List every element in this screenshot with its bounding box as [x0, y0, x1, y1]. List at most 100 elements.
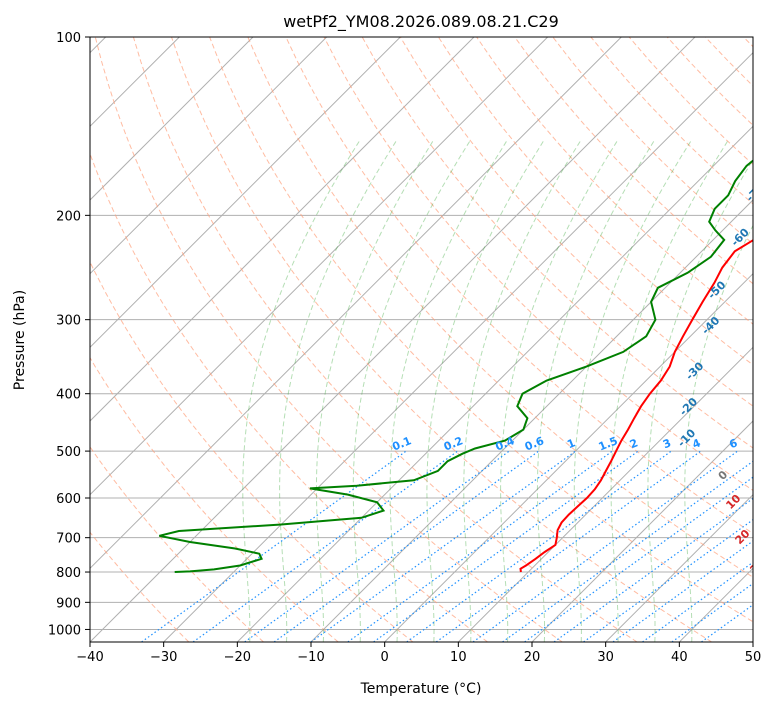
isotherm-label: -40 — [699, 314, 722, 337]
moist-adiabat — [684, 224, 753, 642]
y-tick-label: 1000 — [48, 623, 81, 638]
isotherm-line — [236, 125, 753, 642]
dry-adiabat — [209, 37, 753, 623]
isotherm-label: -20 — [677, 395, 700, 418]
isotherm-line — [752, 641, 753, 642]
dry-adiabat — [743, 37, 753, 48]
moist-adiabat — [352, 141, 471, 642]
dry-adiabat — [476, 37, 753, 325]
x-tick-label: 0 — [381, 650, 389, 665]
y-tick-label: 900 — [56, 596, 81, 611]
temperature-profile — [519, 239, 753, 573]
x-tick-label: 20 — [524, 650, 541, 665]
x-tick-label: −10 — [297, 650, 324, 665]
isotherm-label: -50 — [705, 278, 728, 301]
y-tick-label: 400 — [56, 388, 81, 403]
y-tick-label: 300 — [56, 314, 81, 329]
warm-isotherm-label: 10 — [723, 492, 743, 512]
isotherm-line — [90, 37, 401, 349]
dry-adiabat — [361, 37, 753, 449]
y-tick-label: 500 — [56, 445, 81, 460]
dry-adiabat — [437, 37, 753, 366]
dry-adiabat — [285, 37, 753, 535]
moist-adiabat — [315, 141, 434, 642]
moist-adiabat — [242, 141, 360, 642]
x-tick-label: −40 — [76, 650, 103, 665]
background-lines — [90, 37, 753, 642]
y-axis-label: Pressure (hPa) — [12, 290, 28, 390]
dry-adiabat — [514, 37, 753, 285]
moist-adiabat — [610, 141, 728, 642]
mixing-ratio-label: 3 — [661, 436, 673, 451]
isotherm-line — [163, 51, 753, 642]
dry-adiabat — [132, 37, 638, 642]
mixing-ratio-label: 1 — [565, 436, 577, 451]
dry-adiabat — [90, 260, 414, 642]
dry-adiabat — [323, 37, 753, 491]
isotherm-line — [457, 346, 753, 642]
moist-adiabat — [647, 158, 753, 642]
moist-adiabat — [500, 141, 618, 642]
dry-adiabat — [704, 37, 753, 87]
dry-adiabat — [94, 37, 563, 642]
moist-adiabat — [573, 141, 692, 642]
x-tick-label: 30 — [597, 650, 614, 665]
moist-adiabat — [426, 141, 544, 642]
mixing-ratio-line — [347, 450, 613, 642]
moist-adiabat — [389, 141, 507, 642]
warm-isotherm-label: 40 — [764, 584, 775, 604]
isotherm-label: -80 — [760, 135, 775, 158]
y-tick-label: 600 — [56, 492, 81, 507]
moist-adiabat — [279, 141, 397, 642]
isotherm-line — [90, 37, 328, 275]
isotherm-line — [90, 37, 254, 201]
plot-frame — [89, 36, 754, 643]
mixing-ratio-line — [244, 450, 510, 642]
dry-adiabat — [590, 37, 753, 205]
dry-adiabat — [90, 446, 264, 642]
mixing-ratio-label: 6 — [727, 436, 739, 451]
isotherm-line — [310, 199, 753, 642]
isotherm-line — [531, 420, 753, 642]
y-tick-label: 100 — [56, 31, 81, 46]
x-axis-label: Temperature (°C) — [360, 681, 482, 697]
dry-adiabat — [90, 356, 339, 642]
axes: −40 −30 −20 −10 0 10 20 30 40 5010020030040050060… — [48, 31, 761, 665]
dry-adiabat — [666, 37, 753, 126]
isotherm-line — [90, 37, 622, 570]
y-tick-label: 800 — [56, 566, 81, 581]
isotherm-line — [384, 272, 753, 642]
moist-adiabat — [536, 141, 655, 642]
series-layer — [159, 159, 753, 573]
isotherm-label: -70 — [744, 181, 767, 204]
warm-isotherm-label: 0 — [716, 468, 731, 483]
mixing-ratio-label: 2 — [628, 436, 640, 451]
isotherm-line — [678, 567, 753, 642]
mixing-ratio-line — [273, 450, 540, 642]
x-tick-label: −20 — [224, 650, 251, 665]
dry-adiabat — [552, 37, 753, 245]
y-tick-label: 700 — [56, 532, 81, 547]
mixing-ratio-label: 4 — [691, 436, 703, 451]
warm-isotherm-label: 30 — [747, 556, 767, 576]
isotherm-line — [605, 493, 753, 642]
x-tick-label: 50 — [745, 650, 762, 665]
dry-adiabat — [399, 37, 753, 407]
mixing-ratio-line — [310, 450, 576, 642]
dry-adiabat — [90, 531, 190, 642]
mixing-ratio-line — [642, 561, 753, 642]
moist-adiabat — [463, 141, 581, 642]
dry-adiabat — [171, 37, 712, 642]
x-tick-label: 10 — [450, 650, 467, 665]
isotherm-label: -60 — [729, 226, 752, 249]
isotherm-line — [90, 37, 549, 496]
mixing-ratio-label: 8 — [757, 436, 769, 451]
mixing-ratio-line — [701, 604, 753, 642]
isotherm-label: -30 — [683, 359, 706, 382]
x-tick-label: 40 — [671, 650, 688, 665]
dry-adiabat — [90, 152, 488, 642]
chart-title: wetPf2_YM08.2026.089.08.21.C29 — [283, 12, 559, 32]
mixing-ratio-line — [406, 450, 672, 642]
mixing-ratio-line — [472, 450, 738, 642]
